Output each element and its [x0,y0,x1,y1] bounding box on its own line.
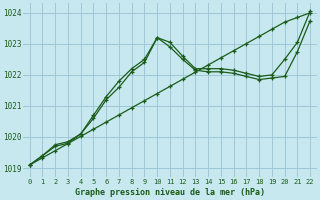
X-axis label: Graphe pression niveau de la mer (hPa): Graphe pression niveau de la mer (hPa) [75,188,265,197]
